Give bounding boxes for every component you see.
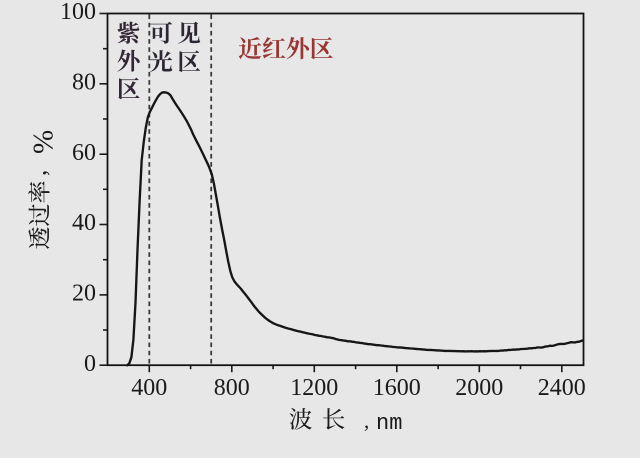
svg-text:,: , bbox=[364, 409, 369, 433]
svg-text:400: 400 bbox=[131, 375, 167, 401]
svg-text:2400: 2400 bbox=[538, 375, 586, 401]
svg-text:1200: 1200 bbox=[290, 375, 338, 401]
svg-text:%: % bbox=[28, 130, 60, 154]
svg-text:0: 0 bbox=[84, 351, 96, 377]
svg-text:nm: nm bbox=[376, 411, 402, 436]
svg-text:800: 800 bbox=[214, 375, 250, 401]
svg-text:80: 80 bbox=[72, 70, 96, 96]
svg-text:40: 40 bbox=[72, 210, 96, 236]
svg-text:100: 100 bbox=[60, 0, 96, 25]
svg-text:60: 60 bbox=[72, 140, 96, 166]
svg-text:1600: 1600 bbox=[373, 375, 421, 401]
svg-text:2000: 2000 bbox=[455, 375, 503, 401]
svg-text:,: , bbox=[25, 170, 52, 176]
svg-text:20: 20 bbox=[72, 281, 96, 307]
